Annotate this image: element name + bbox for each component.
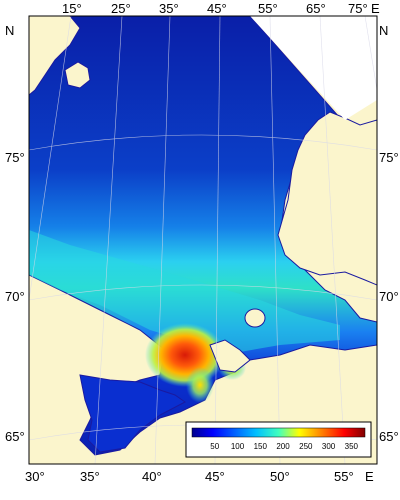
hotspot-large	[145, 323, 225, 387]
map-frame	[28, 15, 378, 465]
lon-top-65: 65°	[306, 1, 326, 16]
lon-bottom-55: 55°	[334, 469, 354, 484]
lon-top-55: 55°	[258, 1, 278, 16]
right-latitude-labels: N 75° 70° 65°	[379, 23, 399, 444]
top-longitude-labels: 15° 25° 35° 45° 55° 65° 75° E	[62, 1, 380, 16]
colorbar-tick-label: 50	[210, 442, 219, 451]
lat-left-65: 65°	[5, 429, 25, 444]
lon-top-35: 35°	[159, 1, 179, 16]
lon-bottom-40: 40°	[142, 469, 162, 484]
colorbar-ticks: 50 100 150 200 250 300 350	[210, 442, 358, 451]
colorbar-tick-label: 100	[231, 442, 245, 451]
colorbar-gradient	[191, 427, 366, 438]
lat-left-75: 75°	[5, 150, 25, 165]
white-sea	[79, 374, 186, 453]
hotspot-inner	[186, 367, 214, 403]
kanin-peninsula	[209, 339, 251, 373]
northeast-void	[250, 16, 377, 120]
colorbar-tick-label: 150	[254, 442, 268, 451]
lat-right-65: 65°	[379, 429, 399, 444]
lon-top-45: 45°	[207, 1, 227, 16]
lon-top-75: 75°	[348, 1, 368, 16]
colorbar-box	[185, 421, 372, 458]
east-top: E	[371, 1, 380, 16]
kolguev-island	[244, 308, 266, 328]
lon-bottom-35: 35°	[80, 469, 100, 484]
north-left: N	[5, 23, 14, 38]
lat-left-70: 70°	[5, 289, 25, 304]
lon-top-15: 15°	[62, 1, 82, 16]
colorbar-legend: 50 100 150 200 250 300 350	[185, 421, 372, 458]
lon-top-25: 25°	[111, 1, 131, 16]
bottom-longitude-labels: 30° 35° 40° 45° 50° 55° E	[25, 469, 374, 484]
lat-right-75: 75°	[379, 150, 399, 165]
lon-bottom-50: 50°	[270, 469, 290, 484]
east-bottom: E	[365, 469, 374, 484]
colorbar-tick-label: 250	[299, 442, 313, 451]
lat-right-70: 70°	[379, 289, 399, 304]
map-area	[29, 16, 377, 464]
svalbard	[29, 16, 81, 96]
colorbar-tick-label: 200	[276, 442, 290, 451]
island-bear	[64, 61, 91, 89]
lon-bottom-45: 45°	[205, 469, 225, 484]
colorbar-tick-label: 300	[322, 442, 336, 451]
north-right: N	[379, 23, 388, 38]
lon-bottom-30: 30°	[25, 469, 45, 484]
left-latitude-labels: N 75° 70° 65°	[5, 23, 25, 444]
colorbar-tick-label: 350	[345, 442, 359, 451]
